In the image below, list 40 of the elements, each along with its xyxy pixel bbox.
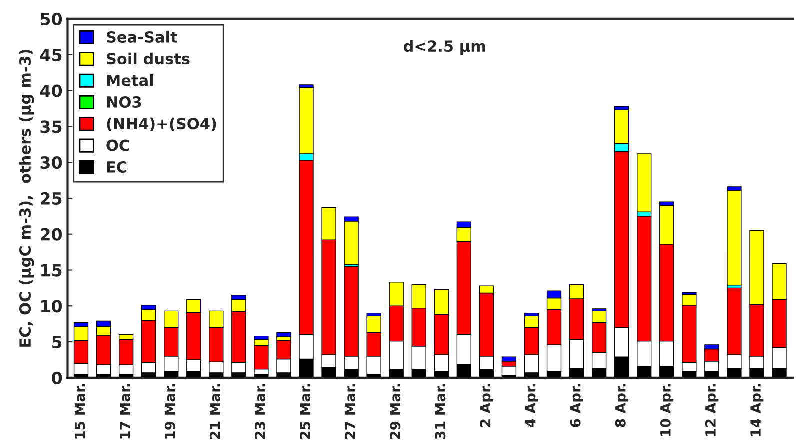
legend-label: Sea-Salt [107, 31, 178, 44]
x-tick-label: 19 Mar. [164, 384, 176, 439]
x-tick-label: 23 Mar. [254, 384, 266, 440]
legend-label: EC [107, 161, 127, 173]
x-tick-label: 17 Mar. [120, 384, 130, 439]
legend-label: NO3 [107, 96, 142, 108]
y-tick-label: 45 [40, 49, 62, 62]
x-tick-label: 8 Apr. [615, 384, 629, 428]
x-tick-label: 25 Mar. [300, 384, 311, 440]
x-tick-label: 2 Apr. [480, 384, 494, 428]
x-tick-label: 21 Mar. [210, 384, 220, 440]
y-tick-label: 20 [41, 228, 62, 241]
legend-label: OC [106, 140, 130, 152]
y-axis-title: EC, OC (μgC m-3), others (μg m-3) [19, 50, 34, 347]
x-tick-label: 31 Mar. [435, 384, 446, 440]
bar [637, 154, 652, 212]
annotation: d<2.5 μm [404, 40, 486, 56]
x-tick-label: 10 Apr. [660, 384, 674, 436]
y-tick-label: 25 [41, 192, 62, 206]
y-tick-label: 50 [40, 12, 62, 26]
x-tick-label: 27 Mar. [345, 384, 356, 440]
y-tick-label: 15 [42, 264, 62, 277]
bar [727, 190, 742, 286]
y-tick-label: 35 [40, 120, 62, 134]
y-tick-label: 10 [42, 300, 62, 313]
bar [344, 221, 359, 265]
y-tick-label: 0 [52, 372, 62, 385]
x-tick-label: 15 Mar. [74, 384, 86, 439]
legend-label: Soil dusts [107, 52, 190, 65]
x-tick-label: 4 Apr. [525, 384, 538, 428]
y-tick-label: 5 [52, 336, 62, 349]
x-tick-label: 14 Apr. [750, 384, 764, 436]
x-tick-label: 29 Mar. [390, 384, 401, 440]
x-tick-label: 6 Apr. [570, 384, 584, 428]
legend-label: (NH4)+(SO4) [107, 118, 216, 132]
x-tick-label: 12 Apr. [705, 384, 719, 436]
bar [276, 332, 292, 338]
y-tick-label: 30 [40, 156, 62, 170]
legend-label: Metal [107, 74, 154, 86]
y-tick-label: 40 [40, 84, 62, 98]
